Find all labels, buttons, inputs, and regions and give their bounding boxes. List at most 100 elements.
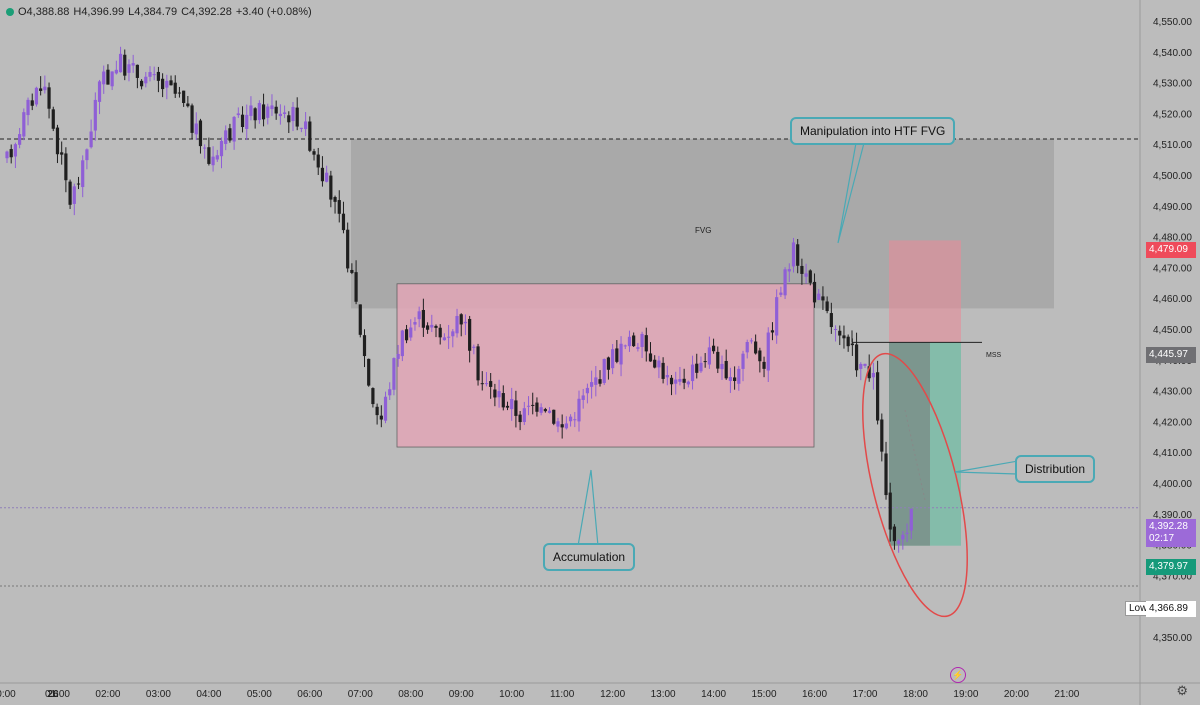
price-tag-entry: 4,445.97 <box>1146 347 1196 363</box>
candle-body <box>526 405 531 407</box>
fvg-label: FVG <box>695 226 711 235</box>
candle-body <box>636 347 640 349</box>
candle-body <box>97 81 102 102</box>
candle-body <box>632 335 636 347</box>
candle-body <box>270 105 274 110</box>
candle-body <box>9 149 13 158</box>
candle-body <box>400 330 404 357</box>
candle-body <box>278 113 282 117</box>
candle-body <box>127 64 131 73</box>
candle-body <box>812 281 817 303</box>
candle-body <box>413 322 417 325</box>
candle-body <box>194 123 198 135</box>
candle-body <box>173 82 177 94</box>
candle-body <box>842 335 846 339</box>
candle-body <box>808 270 812 283</box>
candle-body <box>640 333 644 347</box>
candle-body <box>76 183 81 185</box>
candle-body <box>236 113 240 116</box>
candle-body <box>606 357 611 370</box>
candle-body <box>144 76 148 84</box>
candle-body <box>501 393 505 408</box>
candle-body <box>350 269 354 273</box>
candle-body <box>800 265 804 274</box>
ohlc-low: L4,384.79 <box>128 6 178 18</box>
ohlc-high: H4,396.99 <box>73 6 125 18</box>
ohlc-change: +3.40 (+0.08%) <box>235 6 312 18</box>
candle-body <box>425 325 430 330</box>
x-tick-label: 03:00 <box>146 689 171 700</box>
candle-body <box>47 87 51 109</box>
candle-body <box>657 360 661 368</box>
candle-body <box>266 106 270 118</box>
candle-body <box>89 131 93 148</box>
candle-body <box>442 337 447 341</box>
candle-body <box>703 361 707 363</box>
candle-body <box>510 398 514 410</box>
candle-body <box>472 346 476 348</box>
candle-body <box>564 423 568 429</box>
candle-body <box>110 71 114 87</box>
candle-body <box>203 147 207 149</box>
candle-body <box>653 359 657 368</box>
price-tag-target: 4,379.97 <box>1146 559 1196 575</box>
candle-body <box>829 313 833 328</box>
distribution-callout[interactable]: Distribution <box>1015 455 1096 483</box>
candle-body <box>333 197 337 202</box>
x-tick-label: 02:00 <box>95 689 120 700</box>
candle-body <box>123 54 127 76</box>
candle-body <box>619 343 623 365</box>
y-tick-label: 4,550.00 <box>1153 17 1192 28</box>
accumulation-pointer <box>577 469 599 547</box>
candle-body <box>388 389 392 396</box>
candle-body <box>329 175 333 200</box>
candle-body <box>884 453 888 496</box>
stop-loss-zone <box>889 240 961 343</box>
y-tick-label: 4,390.00 <box>1153 510 1192 521</box>
candle-body <box>13 144 18 157</box>
candle-body <box>161 78 165 90</box>
candle-body <box>846 336 850 347</box>
lightning-icon[interactable]: ⚡ <box>950 667 966 683</box>
candle-body <box>838 330 842 336</box>
manipulation-callout[interactable]: Manipulation into HTF FVG <box>790 117 956 145</box>
candle-body <box>93 99 97 131</box>
candle-body <box>165 80 169 88</box>
x-tick-label: 0:00 <box>0 689 16 700</box>
candle-body <box>337 200 341 214</box>
candle-body <box>880 419 884 452</box>
candle-body <box>219 140 224 157</box>
candle-body <box>779 292 783 295</box>
candle-body <box>850 343 854 346</box>
candle-body <box>514 400 518 416</box>
candle-body <box>211 156 215 166</box>
candle-body <box>590 382 594 387</box>
candle-body <box>876 372 880 421</box>
candle-body <box>518 414 522 423</box>
x-tick-label: 26 <box>47 689 59 700</box>
y-tick-label: 4,490.00 <box>1153 202 1192 213</box>
accumulation-callout[interactable]: Accumulation <box>543 543 636 571</box>
candle-body <box>749 340 754 342</box>
gear-icon[interactable]: ⚙ <box>1176 683 1188 698</box>
candle-body <box>198 120 203 147</box>
candle-body <box>274 106 278 114</box>
candle-body <box>85 149 89 161</box>
candle-body <box>26 99 30 116</box>
candle-body <box>585 387 590 394</box>
candle-body <box>905 532 909 534</box>
x-tick-label: 08:00 <box>398 689 423 700</box>
y-tick-label: 4,500.00 <box>1153 171 1192 182</box>
candle-body <box>106 69 110 85</box>
candle-body <box>669 377 674 385</box>
candle-body <box>232 116 236 142</box>
candle-body <box>291 106 295 122</box>
candle-body <box>560 424 564 428</box>
candle-body <box>535 402 539 412</box>
candle-body <box>430 324 434 328</box>
candle-body <box>539 407 543 413</box>
candle-body <box>888 492 892 530</box>
manipulation-label: Manipulation into HTF FVG <box>800 124 946 138</box>
candle-body <box>139 80 144 87</box>
